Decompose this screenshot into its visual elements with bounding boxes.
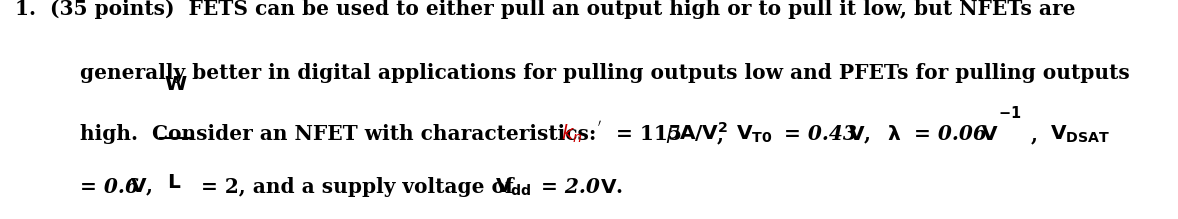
Text: = 0.43: = 0.43 [777,124,858,144]
Text: generally better in digital applications for pulling outputs low and PFETs for p: generally better in digital applications… [80,63,1130,83]
Text: high.  Consider an NFET with characteristics:: high. Consider an NFET with characterist… [80,124,603,144]
Text: $\mathbf{V}_{\mathbf{DSAT}}$: $\mathbf{V}_{\mathbf{DSAT}}$ [1050,124,1110,145]
Text: $\mathit{\mathbf{L}}$: $\mathit{\mathbf{L}}$ [167,172,181,192]
Text: ,: , [1024,124,1045,144]
Text: $\mathbf{V}_{\mathbf{dd}}$: $\mathbf{V}_{\mathbf{dd}}$ [495,177,531,198]
Text: $\mu\mathbf{A/V}^{\mathbf{2}}$: $\mu\mathbf{A/V}^{\mathbf{2}}$ [666,120,728,146]
Text: $\mathbf{-1}$: $\mathbf{-1}$ [998,105,1021,121]
Text: $\mathit{\mathbf{W}}$: $\mathit{\mathbf{W}}$ [164,74,187,94]
Text: $\mathit{\mathbf{V}}$,: $\mathit{\mathbf{V}}$, [130,177,152,198]
Text: = 0.06: = 0.06 [907,124,987,144]
Text: $\mathbf{'}$: $\mathbf{'}$ [597,120,602,134]
Text: ,: , [717,124,732,144]
Text: = 115: = 115 [609,124,682,144]
Text: $\mathit{\mathbf{V}}$.: $\mathit{\mathbf{V}}$. [600,177,622,197]
Text: $\mathit{\mathbf{V}}$,: $\mathit{\mathbf{V}}$, [848,125,871,146]
Text: $\mathbf{\lambda}$: $\mathbf{\lambda}$ [875,125,902,144]
Text: 1.  (35 points)  FETS can be used to either pull an output high or to pull it lo: 1. (35 points) FETS can be used to eithe… [15,0,1076,19]
Text: $\mathit{\mathbf{V}}$: $\mathit{\mathbf{V}}$ [981,124,999,144]
Text: = 0.6: = 0.6 [80,177,139,197]
Text: = 2.0: = 2.0 [534,177,600,197]
Text: $k_n$: $k_n$ [561,123,582,145]
Text: $\mathbf{V}_{\mathbf{T0}}$: $\mathbf{V}_{\mathbf{T0}}$ [736,124,773,145]
Text: = 2, and a supply voltage of: = 2, and a supply voltage of [194,177,521,197]
